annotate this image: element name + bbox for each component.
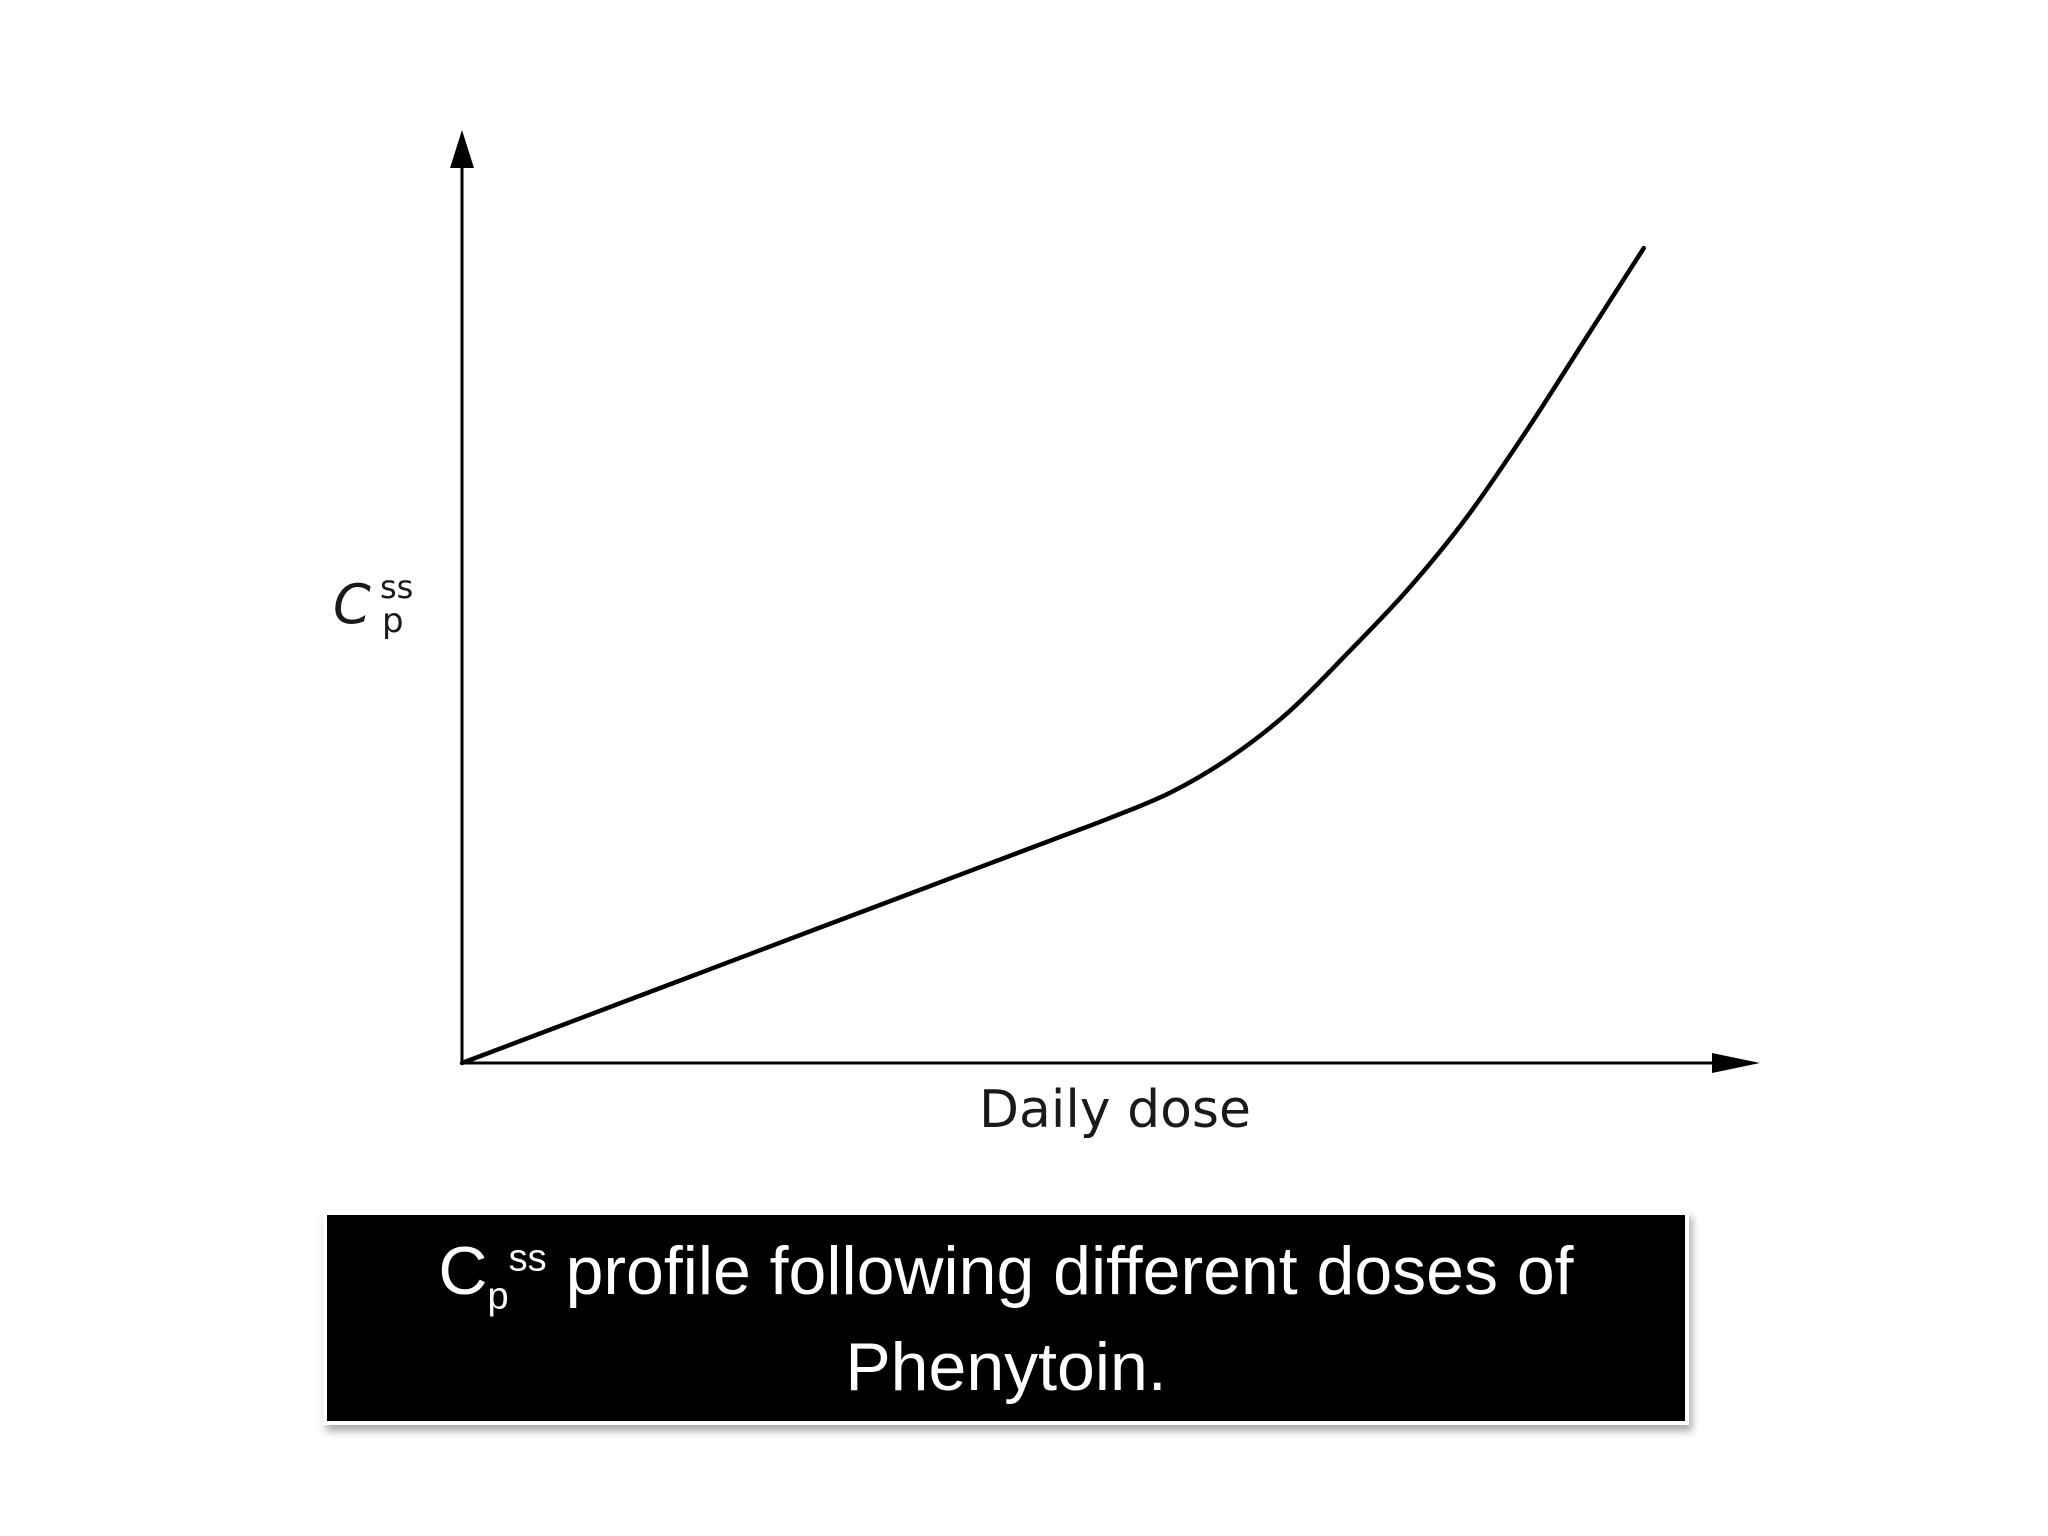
caption-symbol-base: C [438,1233,488,1309]
caption-symbol-sup: ss [508,1237,547,1280]
y-axis-arrow [450,130,474,168]
caption-line-1-text: profile following different doses of [565,1233,1574,1309]
caption-symbol-sub: p [487,1275,509,1318]
caption-line-1: Cpss profile following different doses o… [327,1223,1685,1319]
y-label-base: C [333,573,371,636]
series-line [459,245,1647,1066]
x-axis-label: Daily dose [979,1080,1251,1140]
y-label-sup: ss [380,568,413,606]
y-label-sub: p [382,601,404,641]
caption-box: Cpss profile following different doses o… [327,1215,1685,1421]
caption-line-2: Phenytoin. [845,1329,1167,1405]
y-axis-label: C ss p [333,568,413,641]
x-axis-arrow [1712,1053,1760,1073]
